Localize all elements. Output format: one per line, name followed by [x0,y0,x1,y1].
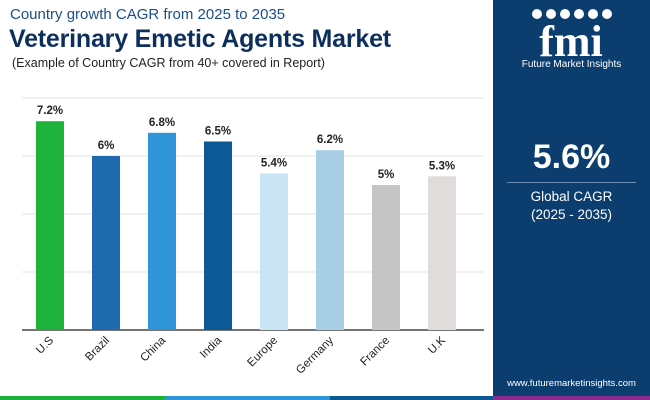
data-label: 6.8% [149,117,175,129]
x-tick-label: France [358,335,392,369]
data-label: 6.2% [317,134,343,146]
bar-india [204,141,232,330]
logo-tagline: Future Market Insights [521,59,622,70]
data-label: 5% [378,169,395,181]
bar-chart: 7.2% U.S 6% Brazil 6.8% China 6.5% India 5.4% Eur… [22,97,484,377]
strip-segment [493,396,650,400]
panel-divider [507,182,636,183]
bar-germany [316,150,344,330]
data-label: 5.3% [429,160,455,172]
bar-europe [260,173,288,330]
x-tick-label: China [138,334,168,364]
x-tick-label: Brazil [83,335,112,364]
chart-note: (Example of Country CAGR from 40+ covere… [12,56,325,70]
x-tick-label: U.K [426,334,448,356]
website-link[interactable]: www.futuremarketinsights.com [507,378,636,389]
summary-panel: fmi Future Market Insights 5.6% Global C… [493,0,650,400]
bar-u-k [428,176,456,330]
chart-title: Veterinary Emetic Agents Market [9,25,391,53]
bar-u-s [36,121,64,330]
x-tick-label: India [198,334,225,361]
strip-segment [0,396,165,400]
bar-france [372,185,400,330]
global-cagr-label: Global CAGR [530,189,613,204]
data-label: 5.4% [261,157,287,169]
fmi-logo: fmi Future Market Insights [493,0,650,85]
data-label: 6.5% [205,126,231,138]
global-cagr-value: 5.6% [532,138,611,176]
logo-text: fmi [539,17,603,60]
x-tick-label: U.S [34,334,56,356]
strip-segment [165,396,330,400]
chart-subtitle: Country growth CAGR from 2025 to 2035 [10,6,286,23]
global-cagr-period: (2025 - 2035) [530,207,613,222]
strip-segment [330,396,493,400]
x-tick-label: Europe [245,335,280,370]
bar-brazil [92,156,120,330]
data-label: 7.2% [37,105,63,117]
data-label: 6% [98,140,115,152]
x-tick-label: Germany [294,334,336,376]
fmi-logo-mark: fmi [532,9,612,66]
bar-china [148,132,176,330]
